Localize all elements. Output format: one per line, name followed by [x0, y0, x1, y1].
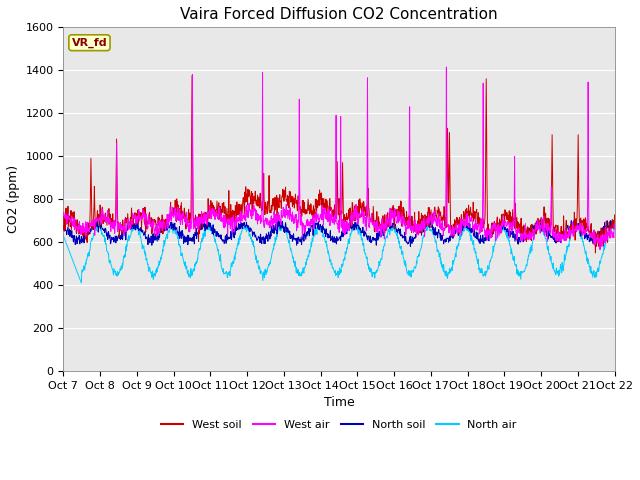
Legend: West soil, West air, North soil, North air: West soil, West air, North soil, North a… [157, 415, 522, 434]
Title: Vaira Forced Diffusion CO2 Concentration: Vaira Forced Diffusion CO2 Concentration [180, 7, 498, 22]
X-axis label: Time: Time [324, 396, 355, 409]
Y-axis label: CO2 (ppm): CO2 (ppm) [7, 165, 20, 233]
Text: VR_fd: VR_fd [72, 37, 108, 48]
